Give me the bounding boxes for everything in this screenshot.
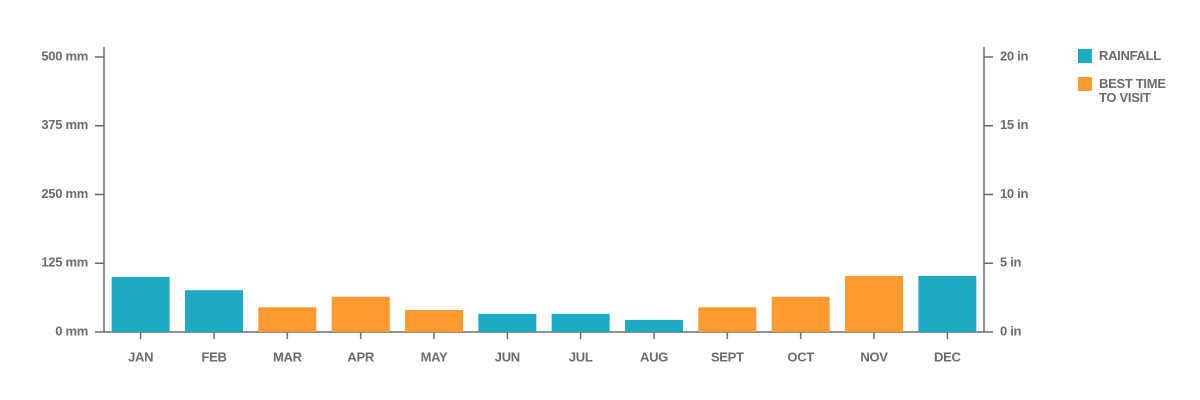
bar	[111, 277, 170, 332]
y-tick-label: 0 mm	[55, 323, 88, 338]
bar	[625, 319, 683, 332]
x-tick-label: JUL	[569, 349, 593, 364]
bar	[258, 307, 317, 332]
x-tick-label: NOV	[860, 349, 888, 364]
bar	[771, 296, 830, 332]
y-tick-label: 125 mm	[41, 255, 88, 270]
bar	[698, 307, 757, 332]
x-tick-label: MAR	[273, 349, 303, 364]
bar	[331, 296, 390, 332]
legend-item: BEST TIME TO VISIT	[1078, 77, 1174, 105]
x-tick-label: DEC	[934, 349, 961, 364]
y2-tick-label: 0 in	[1000, 323, 1022, 338]
legend-swatch	[1078, 77, 1092, 91]
legend-label: RAINFALL	[1099, 48, 1161, 63]
bar	[405, 310, 463, 332]
bar	[185, 290, 243, 332]
y2-tick-label: 15 in	[1000, 117, 1028, 132]
x-tick-label: JAN	[128, 349, 153, 364]
y2-tick-label: 5 in	[1000, 255, 1022, 270]
legend-item: RAINFALL	[1078, 49, 1174, 63]
y-tick-label: 500 mm	[41, 48, 88, 63]
y-tick-label: 375 mm	[41, 117, 88, 132]
x-tick-label: MAY	[421, 349, 448, 364]
y2-tick-label: 20 in	[1000, 48, 1028, 63]
legend-swatch	[1078, 49, 1092, 63]
x-tick-label: AUG	[640, 349, 668, 364]
bar	[918, 275, 977, 332]
bar	[478, 313, 537, 332]
x-tick-label: SEPT	[711, 349, 744, 364]
legend-label: BEST TIME TO VISIT	[1099, 76, 1166, 105]
y2-tick-label: 10 in	[1000, 186, 1028, 201]
x-tick-label: APR	[347, 349, 374, 364]
bar	[845, 275, 903, 332]
bar	[551, 313, 610, 332]
x-tick-label: JUN	[495, 349, 520, 364]
x-tick-label: FEB	[201, 349, 226, 364]
y-tick-label: 250 mm	[41, 186, 88, 201]
x-tick-label: OCT	[787, 349, 814, 364]
